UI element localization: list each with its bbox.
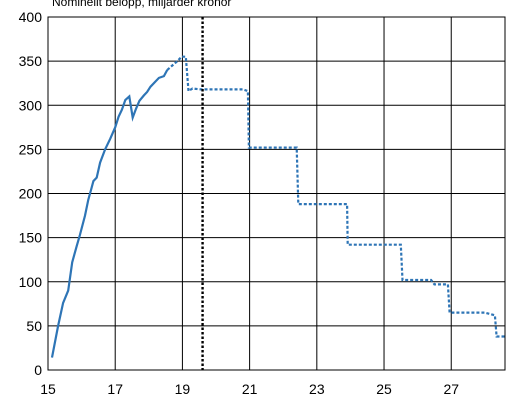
x-tick-label: 25	[376, 381, 392, 397]
y-tick-label: 400	[19, 9, 43, 25]
y-tick-label: 100	[19, 274, 43, 290]
chart-title: Nominellt belopp, miljarder kronor	[52, 0, 231, 9]
y-axis-ticks: 0 50 100 150 200 250 300 350 400	[19, 9, 43, 378]
y-tick-label: 250	[19, 141, 43, 157]
series-line-solid	[50, 69, 169, 358]
x-tick-label: 19	[175, 381, 191, 397]
series-line-dotted	[166, 55, 505, 338]
y-tick-label: 150	[19, 230, 43, 246]
x-tick-label: 23	[309, 381, 325, 397]
gridlines	[48, 17, 505, 370]
x-axis-ticks: 15 17 19 21 23 25 27	[40, 381, 459, 397]
y-tick-label: 200	[19, 186, 43, 202]
plot-frame	[47, 16, 506, 371]
x-tick-label: 15	[40, 381, 56, 397]
series-layer	[50, 55, 505, 358]
x-tick-label: 27	[443, 381, 459, 397]
x-tick-label: 17	[107, 381, 123, 397]
y-tick-label: 50	[26, 318, 42, 334]
y-tick-label: 0	[34, 362, 42, 378]
y-tick-label: 300	[19, 97, 43, 113]
y-tick-label: 350	[19, 53, 43, 69]
x-tick-label: 21	[242, 381, 258, 397]
